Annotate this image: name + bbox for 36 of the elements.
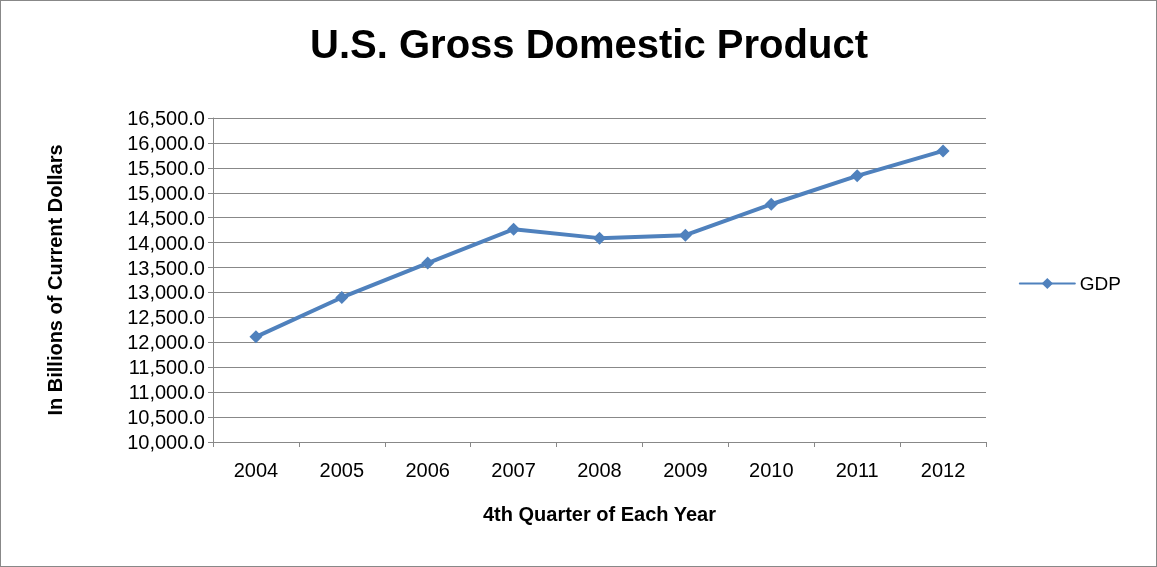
y-tick-label: 13,500.0 [127, 256, 205, 279]
point [507, 222, 521, 236]
x-axis-title: 4th Quarter of Each Year [482, 503, 717, 525]
y-tick-label: 10,500.0 [127, 406, 205, 429]
x-tick-label: 2012 [920, 459, 966, 481]
y-tick-label: 16,500.0 [127, 107, 205, 129]
y-tick-label: 11,500.0 [128, 356, 205, 379]
y-tick-label: 14,000.0 [127, 231, 205, 254]
x-tick-label: 2011 [835, 459, 879, 481]
y-tick-label: 15,000.0 [127, 181, 205, 204]
point [335, 290, 349, 304]
y-tick-label: 10,000.0 [127, 431, 205, 453]
y-tick-label: 12,000.0 [127, 331, 205, 354]
point [764, 197, 778, 211]
y-tick-label: 12,500.0 [127, 306, 205, 329]
point [936, 144, 950, 158]
y-tick-label: 15,500.0 [127, 156, 205, 179]
point [850, 169, 864, 183]
x-tick-label: 2006 [405, 459, 450, 481]
point [678, 228, 692, 242]
y-tick-label: 11,000.0 [128, 381, 205, 404]
x-tick-label: 2007 [491, 459, 536, 481]
y-tick-label: 14,500.0 [127, 206, 205, 229]
x-tick-label: 2004 [233, 459, 279, 481]
chart-title: U.S. Gross Domestic Product [310, 22, 868, 66]
x-tick-label: 2010 [749, 459, 794, 481]
x-tick-label: 2009 [663, 459, 708, 481]
y-tick-label: 16,000.0 [127, 131, 205, 154]
y-axis-title: In Billions of Current Dollars [44, 144, 66, 416]
legend-label: GDP [1079, 273, 1122, 294]
point [249, 330, 263, 344]
y-tick-label: 13,000.0 [127, 281, 205, 304]
x-tick-label: 2008 [577, 459, 622, 481]
point [421, 256, 435, 270]
point [593, 231, 606, 245]
x-tick-label: 2005 [319, 459, 365, 481]
